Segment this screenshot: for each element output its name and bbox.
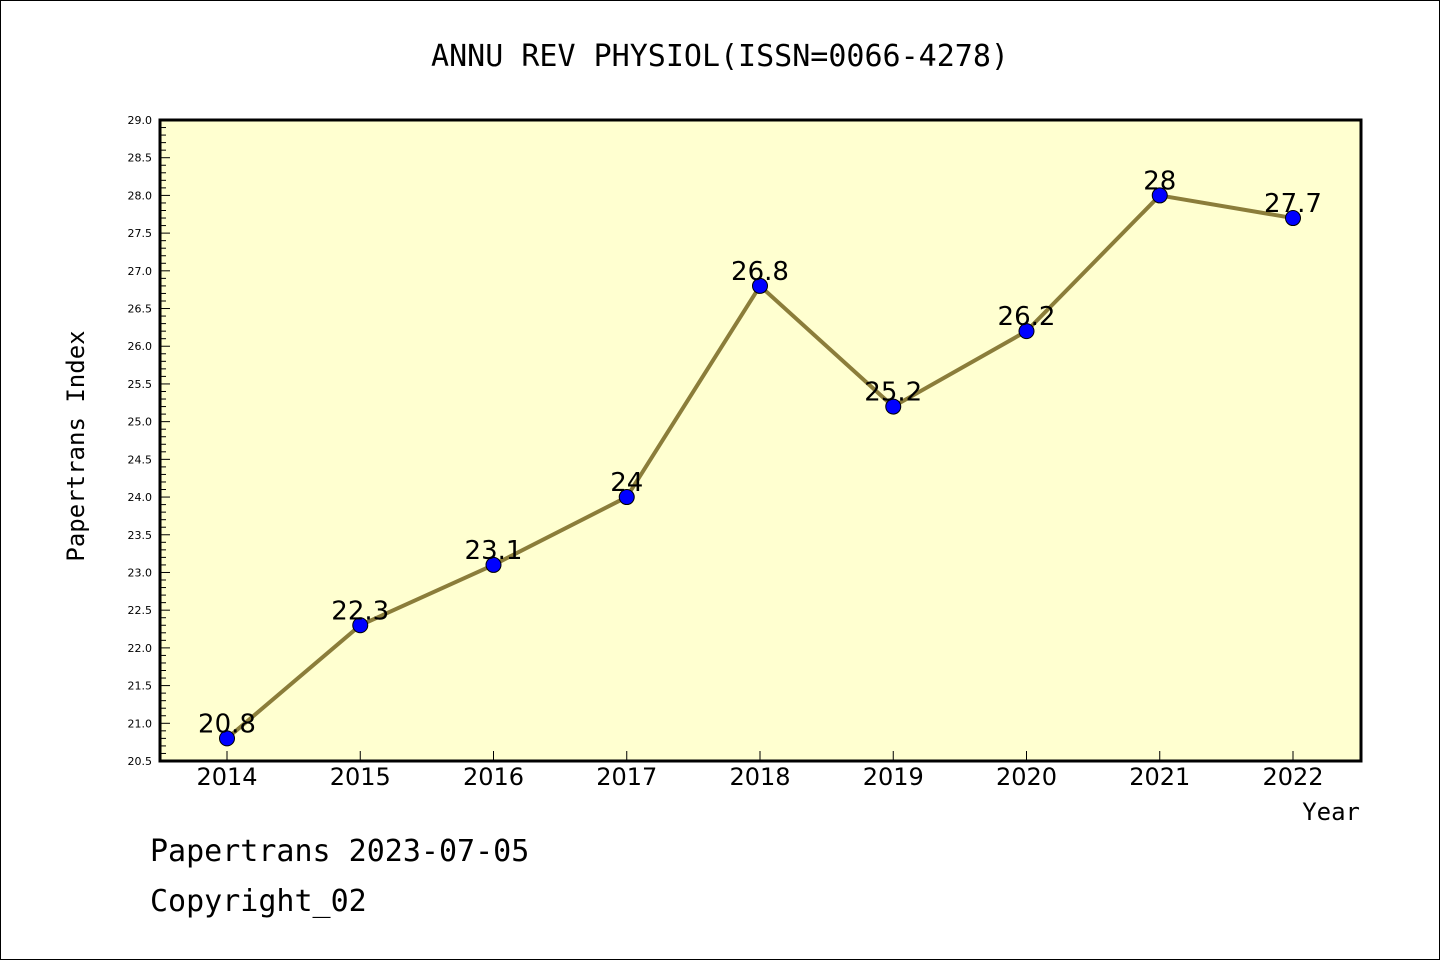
- y-tick-label: 23.0: [128, 566, 153, 579]
- data-label: 28: [1143, 166, 1176, 196]
- y-tick-label: 27.5: [128, 227, 153, 240]
- y-tick-label: 22.5: [128, 604, 153, 617]
- data-label: 25.2: [864, 378, 922, 408]
- series-line-group: 20.8 22.3 23.1 24 26.8 25.2 26.2 28 27.7: [198, 166, 1322, 747]
- x-tick-label: 2015: [330, 763, 391, 791]
- y-tick-label: 25.5: [128, 378, 153, 391]
- x-axis: 2014 2015 2016 2017 2018 2019 2020 2021 2022: [196, 751, 1324, 791]
- y-tick-label: 26.5: [128, 303, 153, 316]
- y-tick-label: 29.0: [128, 114, 153, 127]
- data-label: 22.3: [331, 596, 389, 626]
- plot-area: [158, 118, 1363, 763]
- data-point: [752, 277, 768, 294]
- x-tick-label: 2019: [863, 763, 924, 791]
- x-tick-label: 2017: [596, 763, 657, 791]
- y-tick-label: 21.0: [128, 717, 153, 730]
- data-point: [352, 617, 369, 634]
- y-tick-label: 22.0: [128, 642, 153, 655]
- y-tick-label: 25.0: [128, 416, 153, 429]
- data-point: [1018, 323, 1035, 340]
- data-point: [885, 398, 902, 415]
- data-point: [1285, 210, 1301, 227]
- y-tick-label: 24.5: [128, 453, 153, 466]
- x-tick-label: 2014: [196, 763, 257, 791]
- y-tick-label: 20.5: [128, 755, 153, 768]
- y-tick-label: 21.5: [128, 680, 153, 693]
- data-point: [485, 556, 502, 573]
- data-point: [219, 730, 235, 747]
- x-tick-label: 2018: [729, 763, 790, 791]
- x-tick-label: 2016: [463, 763, 524, 791]
- data-label: 26.2: [998, 302, 1056, 332]
- y-tick-label: 27.0: [128, 265, 153, 278]
- x-tick-label: 2020: [996, 763, 1057, 791]
- data-label: 26.8: [731, 257, 789, 287]
- data-point: [618, 489, 635, 506]
- data-label: 23.1: [465, 536, 523, 566]
- y-tick-label: 28.5: [128, 152, 153, 165]
- footer-date: Papertrans 2023-07-05: [150, 834, 530, 869]
- y-tick-label: 23.5: [128, 529, 153, 542]
- data-point: [1151, 187, 1168, 204]
- x-tick-label: 2021: [1129, 763, 1190, 791]
- y-tick-label: 26.0: [128, 340, 153, 353]
- chart-title: ANNU REV PHYSIOL(ISSN=0066-4278): [431, 39, 1009, 74]
- x-tick-label: 2022: [1262, 763, 1323, 791]
- y-axis: 20.5 21.0 21.5 22.0 22.5 23.0 23.5 24.0 24.5 25.0…: [128, 114, 170, 768]
- data-label: 27.7: [1264, 189, 1322, 219]
- x-axis-label: Year: [1302, 798, 1360, 826]
- footer-copyright: Copyright_02: [150, 884, 367, 919]
- y-axis-label: Papertrans Index: [62, 330, 90, 561]
- y-tick-label: 24.0: [128, 491, 153, 504]
- data-label: 24: [610, 468, 643, 498]
- y-tick-label: 28.0: [128, 189, 153, 202]
- data-label: 20.8: [198, 709, 256, 739]
